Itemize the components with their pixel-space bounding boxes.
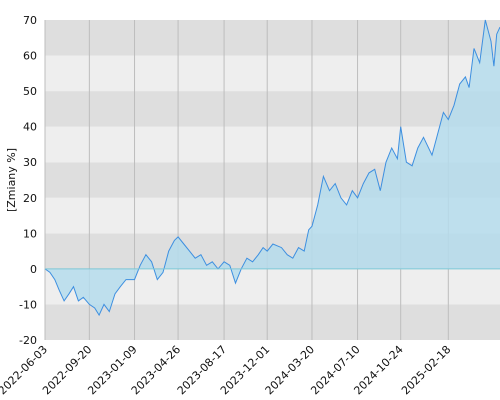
series-area bbox=[45, 20, 500, 316]
y-tick-label: -20 bbox=[19, 334, 37, 347]
y-tick-label: 0 bbox=[30, 263, 37, 276]
grid-band bbox=[45, 55, 500, 92]
grid-band bbox=[45, 91, 500, 127]
x-tick-label: 2025-02-18 bbox=[399, 343, 453, 397]
y-tick-label: 30 bbox=[23, 156, 37, 169]
series-line bbox=[44, 19, 500, 317]
grid-band bbox=[45, 304, 500, 340]
y-tick-label: 40 bbox=[23, 121, 37, 134]
x-tick-labels: 2022-06-032022-09-202023-01-092023-04-26… bbox=[0, 343, 453, 397]
y-tick-label: -10 bbox=[19, 298, 37, 311]
grid-band bbox=[45, 20, 500, 56]
y-tick-label: 20 bbox=[23, 192, 37, 205]
y-axis-title: [Zmiany %] bbox=[5, 148, 18, 212]
y-tick-label: 50 bbox=[23, 85, 37, 98]
y-tick-label: 10 bbox=[23, 227, 37, 240]
y-tick-labels: -20 -10 0 10 20 30 40 50 60 70 bbox=[19, 14, 37, 347]
y-tick-label: 70 bbox=[23, 14, 37, 27]
y-tick-label: 60 bbox=[23, 50, 37, 63]
